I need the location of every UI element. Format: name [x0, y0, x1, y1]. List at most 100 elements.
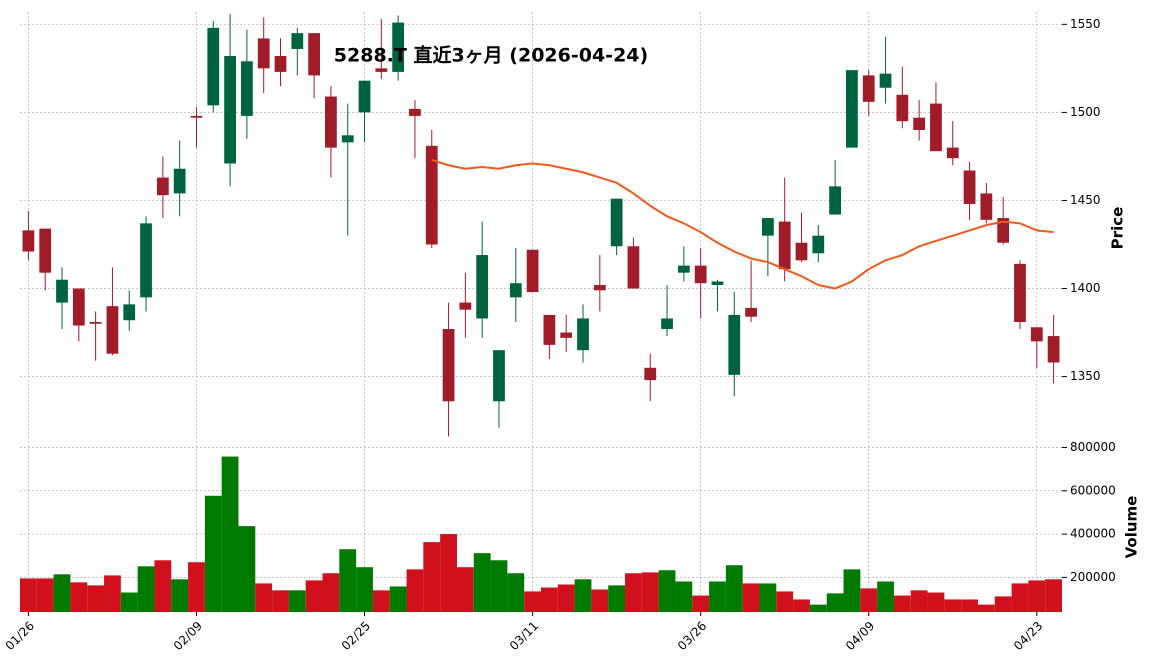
volume-tick-label: 200000	[1070, 570, 1116, 584]
volume-bar	[272, 590, 289, 612]
candle-body	[829, 186, 841, 215]
candle-body	[425, 145, 438, 245]
volume-bar	[692, 595, 710, 612]
volume-bar	[524, 591, 541, 612]
candle-body	[593, 285, 606, 291]
volume-bar	[288, 590, 306, 612]
candle-body	[1014, 263, 1026, 322]
volume-bar	[305, 580, 323, 612]
volume-bar	[473, 553, 491, 612]
candle-body	[997, 218, 1010, 243]
candle-body	[677, 265, 690, 273]
volume-bar	[70, 582, 88, 612]
volume-bar	[742, 583, 760, 612]
volume-bar	[877, 581, 894, 612]
candle-body	[610, 198, 623, 247]
candle-body	[173, 168, 186, 194]
volume-bar	[608, 585, 626, 612]
candle-body	[375, 68, 388, 72]
candle-body	[291, 33, 304, 49]
candle-body	[190, 115, 203, 118]
candle-body	[711, 281, 724, 286]
candle-body	[896, 94, 909, 122]
y-tick-label: 1550	[1070, 17, 1101, 31]
x-tick-label: 02/25	[339, 619, 373, 653]
candle-body	[778, 221, 791, 270]
volume-tick-label: 400000	[1070, 527, 1116, 541]
volume-bar	[154, 560, 172, 612]
candle-body	[123, 304, 136, 321]
y-tick-label: 1450	[1070, 193, 1101, 207]
candle-body	[72, 288, 85, 326]
volume-bar	[1028, 580, 1046, 612]
candle-body	[442, 329, 455, 402]
volume-bar	[1011, 583, 1029, 612]
candle-body	[946, 147, 959, 159]
volume-bar	[994, 596, 1012, 612]
volume-bar	[826, 593, 844, 612]
candle-body	[913, 117, 926, 131]
candle-body	[509, 283, 522, 298]
volume-bar	[389, 586, 407, 612]
volume-bar	[322, 573, 340, 612]
candle-body	[106, 306, 119, 354]
volume-bar	[625, 573, 642, 612]
candle-body	[89, 321, 102, 324]
volume-bar	[87, 585, 105, 612]
candle-body	[526, 249, 539, 293]
candle-body	[156, 177, 169, 196]
candle-body	[745, 307, 757, 317]
volume-bar	[255, 583, 273, 612]
volume-bar	[188, 562, 205, 612]
volume-bar	[793, 599, 810, 612]
candle-body	[1047, 336, 1060, 363]
volume-bar	[53, 574, 71, 612]
candle-body	[661, 318, 673, 330]
candle-body	[980, 193, 993, 220]
volume-bar	[759, 583, 777, 612]
volume-bar	[120, 592, 138, 612]
volume-bar	[440, 534, 457, 612]
candle-body	[308, 33, 320, 76]
volume-bar	[204, 495, 222, 612]
candle-body	[241, 61, 253, 116]
volume-bar	[658, 570, 676, 612]
volume-bar	[776, 591, 794, 612]
candle-body	[762, 218, 774, 236]
candle-body	[257, 38, 270, 69]
volume-bar	[507, 573, 525, 612]
candle-body	[846, 70, 858, 148]
candle-body	[358, 80, 371, 113]
volume-axis-label: Volume	[1123, 496, 1141, 559]
candle-body	[963, 170, 976, 204]
volume-bar	[406, 569, 424, 612]
candle-body	[392, 22, 405, 72]
candle-body	[879, 73, 892, 88]
volume-bar	[977, 604, 995, 612]
candle-body	[728, 314, 741, 375]
candle-body	[862, 75, 875, 102]
volume-bar	[1045, 579, 1062, 612]
volume-bar	[490, 560, 508, 612]
volume-bar	[944, 599, 962, 612]
candle-body	[39, 228, 52, 273]
y-axis-label: Price	[1109, 207, 1127, 250]
x-tick-label: 01/26	[3, 619, 37, 653]
x-tick-label: 04/23	[1011, 619, 1045, 653]
volume-bar	[843, 569, 861, 612]
volume-bar	[927, 592, 945, 612]
candle-body	[274, 56, 287, 72]
candle-body	[543, 314, 556, 345]
volume-bar	[725, 565, 743, 612]
candle-body	[795, 242, 808, 261]
volume-bar	[557, 584, 575, 612]
volume-bar	[339, 549, 357, 612]
y-tick-label: 1500	[1070, 105, 1101, 119]
candle-body	[341, 135, 354, 143]
volume-tick-label: 800000	[1070, 440, 1116, 454]
volume-bar	[893, 595, 911, 612]
volume-bar	[137, 566, 155, 612]
candle-body	[930, 103, 942, 152]
volume-bar	[36, 578, 54, 612]
